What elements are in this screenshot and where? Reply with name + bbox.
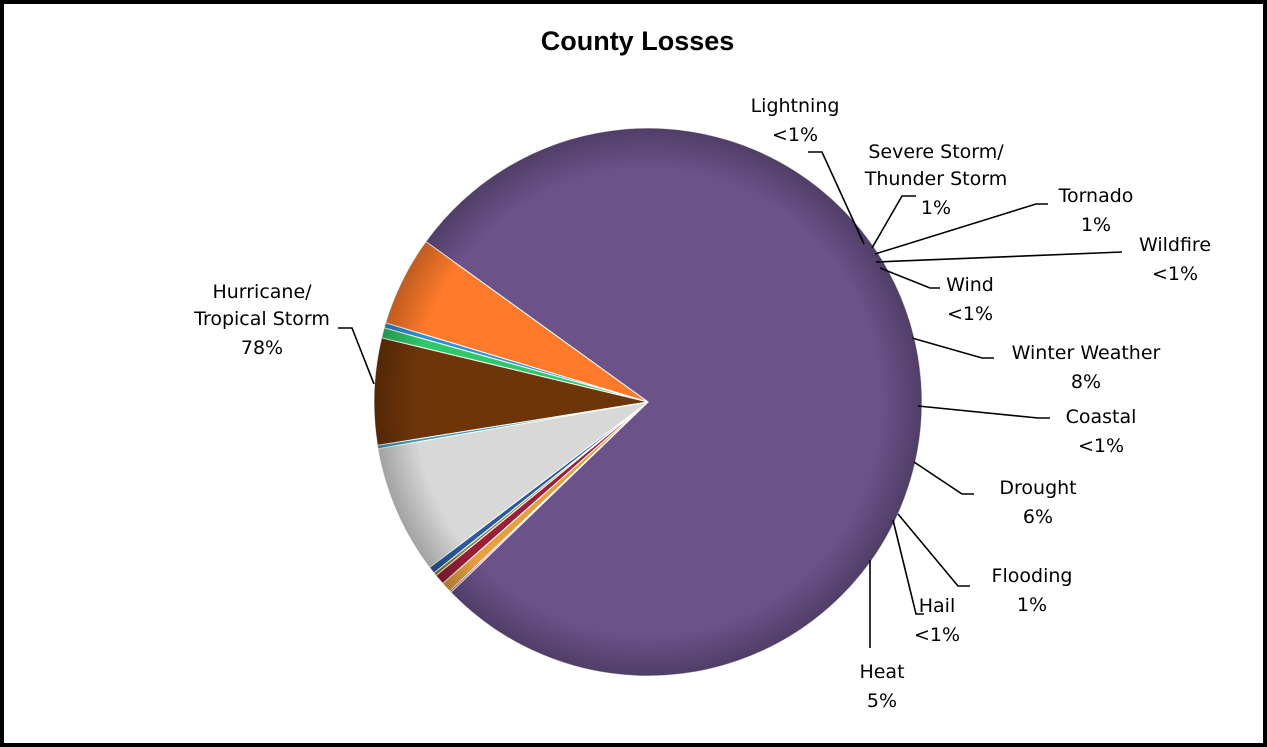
chart-title: County Losses (540, 26, 735, 56)
slice-label-name: Tropical Storm (193, 308, 330, 330)
slice-label-name: Coastal (1066, 406, 1137, 428)
leader-line (338, 327, 375, 385)
slice-label: Hail <1% (914, 595, 960, 646)
leader-line (911, 337, 994, 359)
slice-label-percent: 1% (1017, 594, 1047, 616)
slice-label-percent: 8% (1071, 371, 1101, 393)
leader-line (874, 203, 1048, 255)
slice-label-percent: 1% (921, 197, 951, 219)
slice-label-name: Hail (919, 595, 956, 617)
slice-label-name: Heat (859, 661, 904, 683)
slice-label: Heat 5% (859, 661, 904, 712)
leader-line (808, 151, 865, 245)
slice-label: Winter Weather 8% (1012, 342, 1161, 393)
slice-label-name: Tornado (1058, 185, 1134, 207)
slice-label-name: Flooding (992, 565, 1073, 587)
slice-label-name: Wildfire (1139, 234, 1211, 256)
slice-label-percent: <1% (914, 624, 960, 646)
slice-label-percent: 78% (241, 337, 283, 359)
leader-line (913, 461, 974, 495)
slice-label-name: Hurricane/ (212, 281, 312, 303)
slice-label: Wind <1% (946, 274, 994, 325)
slice-label-percent: 1% (1081, 214, 1111, 236)
leader-line (892, 519, 924, 615)
leader-line (871, 195, 916, 249)
slice-label-percent: 6% (1023, 506, 1053, 528)
leader-line (917, 405, 1050, 419)
slice-label: Flooding 1% (992, 565, 1073, 616)
pie-shading (374, 128, 922, 676)
slice-label-percent: <1% (772, 124, 818, 146)
slice-label: Coastal <1% (1066, 406, 1137, 457)
slice-label-name: Winter Weather (1012, 342, 1161, 364)
slice-label: Wildfire <1% (1139, 234, 1211, 285)
slice-label-name: Lightning (751, 95, 840, 117)
slice-label-name: Severe Storm/ (868, 141, 1004, 163)
leader-line (897, 513, 970, 587)
slice-label-percent: 5% (867, 690, 897, 712)
slice-label: Drought 6% (999, 477, 1076, 528)
slice-label-percent: <1% (1078, 435, 1124, 457)
slice-label-percent: <1% (947, 303, 993, 325)
slice-label: Tornado 1% (1058, 185, 1134, 236)
slice-label-name: Wind (946, 274, 994, 296)
slice-label: Hurricane/Tropical Storm 78% (193, 281, 330, 359)
leader-line (875, 251, 1123, 263)
slice-label-name: Thunder Storm (864, 168, 1007, 190)
slice-label: Lightning <1% (751, 95, 840, 146)
slice-label-name: Drought (999, 477, 1076, 499)
leader-line (879, 267, 940, 289)
slice-label-percent: <1% (1152, 263, 1198, 285)
slice-label: Severe Storm/Thunder Storm 1% (864, 141, 1007, 219)
